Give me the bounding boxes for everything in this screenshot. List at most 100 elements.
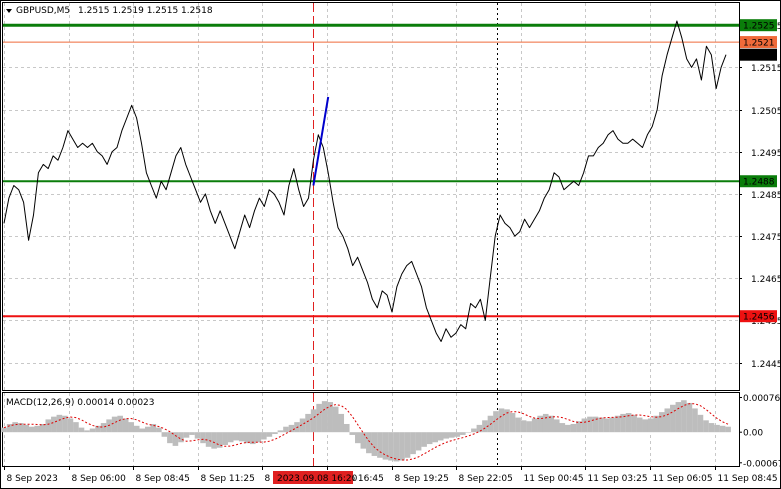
- macd-histogram-bar: [576, 421, 582, 433]
- macd-histogram-bar: [570, 423, 577, 433]
- level-price-label: 1.2488: [743, 178, 775, 188]
- macd-histogram-bar: [310, 409, 317, 433]
- macd-histogram-bar: [89, 428, 96, 433]
- crosshair-time-label: 2023.09.08 16:20: [277, 474, 358, 484]
- macd-histogram-bar: [95, 425, 101, 433]
- price-pane-frame: [2, 2, 740, 391]
- price-line-series: [3, 20, 727, 342]
- macd-histogram-bar: [515, 417, 521, 433]
- macd-histogram-bar: [39, 423, 46, 433]
- price-tick-label: 1.2465: [751, 275, 781, 285]
- macd-histogram-bar: [172, 432, 179, 446]
- level-price-label-bg: [740, 310, 777, 323]
- macd-histogram-bar: [51, 416, 57, 433]
- macd-histogram-bar: [592, 416, 599, 433]
- macd-histogram-bar: [78, 427, 85, 433]
- macd-histogram-bar: [349, 432, 356, 435]
- macd-histogram-bar: [703, 420, 709, 433]
- level-price-label: 1.2456: [743, 313, 775, 323]
- macd-histogram-bar: [200, 432, 206, 444]
- macd-histogram-bar: [122, 418, 129, 433]
- macd-histogram-bar: [371, 432, 378, 456]
- time-tick-label: 11 Sep 06:05: [653, 474, 713, 484]
- macd-histogram-bar: [675, 402, 682, 433]
- macd-histogram-bar: [288, 424, 295, 433]
- level-price-label-bg: [740, 19, 777, 32]
- macd-histogram-bar: [658, 412, 665, 433]
- macd-histogram-bar: [432, 432, 438, 443]
- macd-histogram-bar: [614, 415, 621, 433]
- macd-histogram-bar: [305, 413, 311, 433]
- macd-histogram-bar: [17, 423, 24, 433]
- macd-histogram-bar: [460, 432, 466, 435]
- price-tick-label: 1.2445: [751, 360, 781, 370]
- macd-histogram-bar: [161, 432, 168, 437]
- crosshair-time-label-bg: [273, 471, 353, 484]
- price-tick-label: 1.2485: [751, 191, 781, 201]
- macd-histogram-bar: [581, 418, 588, 433]
- macd-histogram-bar: [321, 401, 328, 433]
- macd-histogram-bar: [283, 426, 289, 433]
- macd-histogram-bar: [509, 413, 516, 433]
- level-price-label: 1.2525: [743, 22, 775, 32]
- time-tick-label: 8 Sep 22:05: [459, 474, 513, 484]
- macd-histogram-bar: [520, 420, 527, 433]
- macd-histogram-bar: [150, 423, 157, 433]
- time-tick-label: 8 Sep 19:25: [395, 474, 449, 484]
- macd-histogram-bar: [360, 432, 367, 449]
- macd-histogram-bar: [493, 411, 499, 433]
- macd-histogram-bar: [128, 422, 135, 433]
- macd-histogram-bar: [388, 432, 394, 461]
- macd-histogram-bar: [647, 418, 654, 433]
- macd-histogram-bar: [183, 432, 190, 438]
- macd-histogram-bar: [139, 428, 146, 433]
- macd-histogram-bar: [598, 417, 604, 433]
- symbol-label: GBPUSD,M5: [16, 6, 70, 16]
- macd-histogram-bar: [708, 423, 715, 433]
- chevron-down-icon[interactable]: [6, 9, 12, 13]
- time-tick-label: 8 Sep 16:45: [330, 474, 384, 484]
- macd-histogram-bar: [686, 402, 693, 433]
- macd-histogram-bar: [631, 414, 637, 433]
- macd-histogram-bar: [382, 432, 389, 460]
- time-tick-label: 11 Sep 08:45: [718, 474, 778, 484]
- macd-histogram-bar: [504, 409, 510, 433]
- time-tick-label: 11 Sep 00:45: [524, 474, 584, 484]
- macd-histogram-bar: [272, 432, 278, 435]
- macd-histogram-bar: [725, 426, 731, 433]
- macd-header-label: MACD(12,26,9) 0.00014 0.00023: [6, 398, 155, 408]
- time-tick-label: 8 Sep 11:25: [201, 474, 255, 484]
- time-tick-label: 8 Sep 08:45: [136, 474, 190, 484]
- macd-histogram-bar: [482, 420, 488, 433]
- macd-histogram-bar: [426, 432, 433, 445]
- macd-histogram-bar: [327, 402, 333, 433]
- macd-histogram-bar: [211, 432, 217, 449]
- macd-histogram-bar: [587, 416, 593, 433]
- macd-histogram-bar: [537, 415, 543, 433]
- macd-histogram-bar: [178, 432, 184, 443]
- price-tick-label: 1.2495: [751, 149, 781, 159]
- macd-histogram-bar: [227, 432, 234, 443]
- macd-histogram-bar: [471, 428, 477, 433]
- current-price-label-bg: [740, 48, 777, 61]
- macd-histogram-bar: [443, 432, 450, 439]
- macd-histogram-bar: [399, 432, 405, 461]
- macd-histogram-bar: [34, 425, 41, 433]
- macd-histogram-bar: [244, 432, 251, 444]
- macd-histogram-bar: [603, 418, 610, 433]
- macd-histogram-bar: [1, 427, 7, 433]
- current-price-label: 1.2518: [743, 51, 775, 61]
- macd-histogram-bar: [366, 432, 372, 454]
- level-price-label: 1.2521: [743, 39, 775, 49]
- macd-histogram-bar: [299, 418, 306, 433]
- macd-histogram-bar: [465, 432, 472, 433]
- macd-histogram-bar: [531, 418, 538, 433]
- macd-histogram-bar: [167, 432, 173, 444]
- macd-histogram-bar: [636, 417, 643, 433]
- macd-histogram-bar: [12, 422, 18, 433]
- macd-tick-label: -0.00067: [743, 459, 781, 469]
- level-price-label-bg: [740, 36, 777, 49]
- macd-histogram-bar: [476, 424, 483, 433]
